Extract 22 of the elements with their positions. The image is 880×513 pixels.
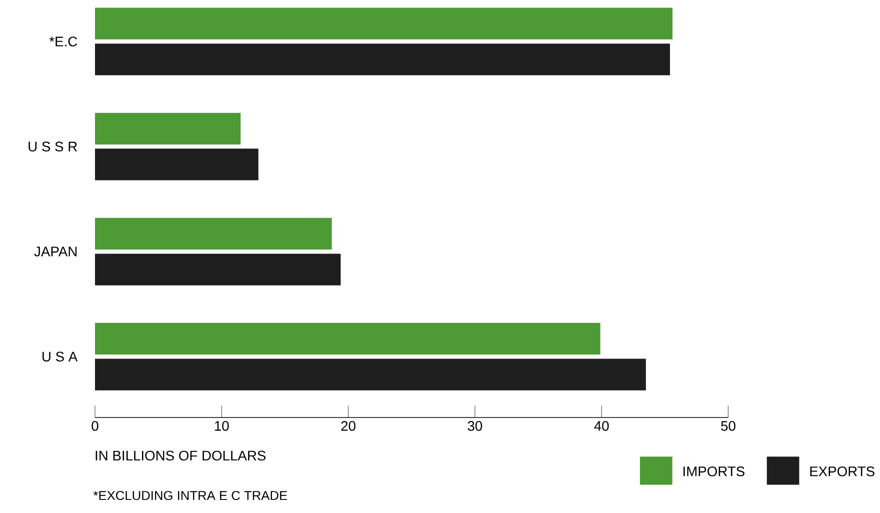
x-tick-label: 0 bbox=[92, 421, 98, 432]
x-axis-title: IN BILLIONS OF DOLLARS bbox=[96, 450, 266, 461]
y-tick-label: U S A bbox=[42, 352, 78, 362]
bar bbox=[94, 218, 332, 250]
x-tick-label: 20 bbox=[341, 421, 356, 432]
y-tick-label: U S S R bbox=[28, 142, 77, 152]
bar bbox=[94, 113, 241, 145]
x-tick-label: 10 bbox=[214, 421, 229, 432]
bar bbox=[94, 44, 670, 76]
x-tick-label: 50 bbox=[721, 421, 736, 432]
y-tick-label: JAPAN bbox=[34, 246, 77, 257]
legend-label: EXPORTS bbox=[810, 466, 874, 477]
bar bbox=[94, 358, 646, 391]
bar bbox=[94, 148, 258, 181]
text: *EXCLUDING INTRA E C TRADE bbox=[93, 491, 288, 500]
bar bbox=[94, 8, 672, 40]
y-tick-label: *E.C bbox=[49, 36, 78, 47]
x-tick-label: 30 bbox=[468, 421, 482, 432]
bar bbox=[94, 254, 341, 286]
bar bbox=[94, 323, 600, 355]
legend-label: IMPORTS bbox=[683, 466, 744, 477]
x-tick-label: 40 bbox=[594, 421, 609, 432]
